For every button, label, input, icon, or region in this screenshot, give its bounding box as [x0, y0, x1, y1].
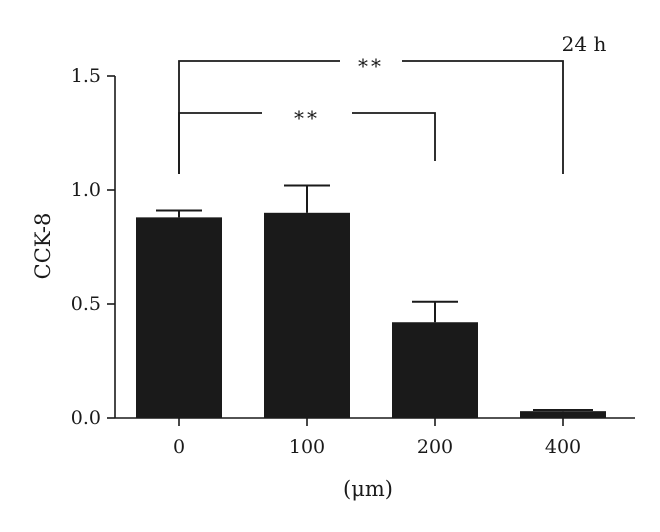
y-tick-label: 1.5: [71, 65, 101, 87]
significance-label: **: [358, 54, 384, 78]
y-tick-label: 1.0: [71, 179, 101, 201]
time-annotation: 24 h: [562, 32, 607, 56]
x-axis-title: (μm): [343, 477, 393, 501]
significance-brackets: ** **: [178, 54, 564, 174]
significance-label: **: [294, 106, 320, 130]
bar: [136, 217, 222, 418]
x-tick-label: 200: [417, 436, 453, 458]
y-tick-label: 0.5: [71, 293, 101, 315]
x-tick-label: 0: [173, 436, 185, 458]
bars: [136, 212, 606, 418]
bar: [264, 212, 350, 418]
y-tick-label: 0.0: [71, 407, 101, 429]
significance-bracket: [178, 60, 564, 174]
x-tick-label: 400: [545, 436, 581, 458]
bar: [520, 411, 606, 418]
x-tick-label: 100: [289, 436, 325, 458]
bar: [392, 322, 478, 418]
y-axis: 0.0 0.5 1.0 1.5: [71, 65, 116, 429]
error-bars: [156, 184, 593, 412]
y-axis-title: CCK-8: [31, 213, 55, 280]
x-axis: 0 100 200 400: [115, 417, 635, 458]
